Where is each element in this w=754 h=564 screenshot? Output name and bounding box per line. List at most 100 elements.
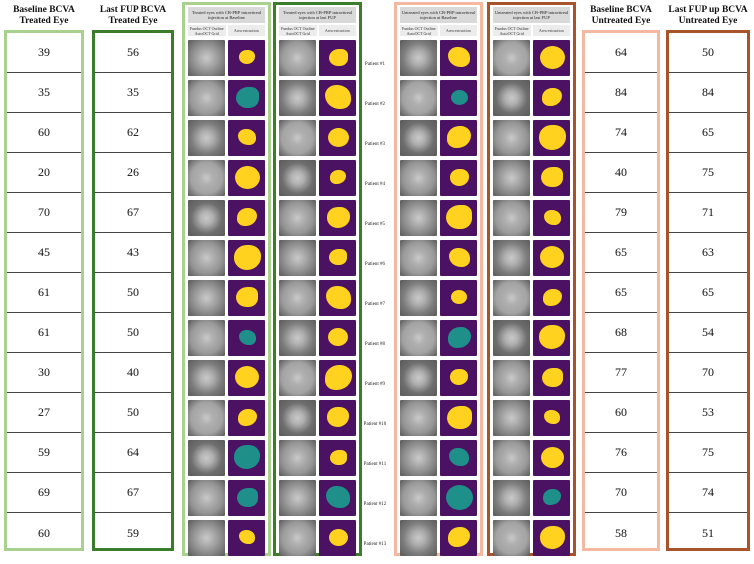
panel-subheader: Fundus OCT Outline AutoOCT Grid Area extr… — [188, 25, 265, 36]
lastfup-untreated-box: 50 84 65 75 71 63 65 54 70 53 75 74 51 — [666, 30, 750, 551]
lesion-area — [539, 525, 565, 549]
patient-label: Patient #2 — [364, 101, 386, 107]
lesion-area — [448, 47, 470, 67]
bcva-value-cell: 50 — [95, 313, 171, 353]
fundus-image — [400, 520, 437, 556]
bcva-value-cell: 20 — [7, 153, 81, 193]
image-pair — [400, 38, 477, 78]
area-mask-image — [440, 400, 477, 436]
bcva-value-cell: 64 — [95, 433, 171, 473]
lesion-area — [445, 484, 473, 510]
image-pair — [493, 38, 570, 78]
bcva-value-cell: 65 — [585, 233, 657, 273]
area-mask-image — [533, 80, 570, 116]
patient-label: Patient #8 — [364, 341, 386, 347]
bcva-value-cell: 39 — [7, 33, 81, 73]
bcva-value-cell: 40 — [585, 153, 657, 193]
bcva-value-cell: 60 — [585, 393, 657, 433]
area-mask-image — [228, 320, 265, 356]
lesion-area — [325, 285, 351, 309]
patient-label: Patient #13 — [363, 541, 387, 547]
image-pair — [279, 118, 356, 158]
fundus-image — [279, 200, 316, 236]
fundus-image — [400, 40, 437, 76]
bcva-value-cell: 60 — [38, 525, 50, 540]
lesion-area — [235, 366, 259, 388]
bcva-value-cell: 58 — [615, 525, 627, 540]
area-mask-image — [228, 40, 265, 76]
fundus-image — [279, 440, 316, 476]
fundus-image — [400, 320, 437, 356]
patient-label: Patient #6 — [364, 261, 386, 267]
bcva-value-cell: 70 — [669, 353, 747, 393]
lesion-area — [329, 249, 347, 265]
image-pair — [188, 398, 265, 438]
image-pair — [400, 398, 477, 438]
fundus-image — [400, 440, 437, 476]
bcva-value-cell: 68 — [585, 313, 657, 353]
area-mask-image — [533, 480, 570, 516]
area-mask-image — [533, 440, 570, 476]
bcva-value-cell: 65 — [669, 273, 747, 313]
lesion-area — [236, 487, 258, 507]
fundus-image — [279, 320, 316, 356]
area-mask-image — [440, 80, 477, 116]
patient-label: Patient #3 — [364, 141, 386, 147]
fundus-image — [188, 520, 225, 556]
fundus-image — [493, 440, 530, 476]
lesion-area — [234, 445, 260, 469]
lesion-area — [327, 127, 349, 147]
lesion-area — [446, 405, 472, 429]
lesion-area — [236, 287, 258, 307]
lesion-area — [447, 326, 471, 348]
image-pair — [400, 278, 477, 318]
image-pair — [493, 478, 570, 518]
area-mask-image — [319, 240, 356, 276]
image-pair — [279, 438, 356, 478]
fundus-image — [188, 320, 225, 356]
lesion-area — [450, 89, 468, 105]
lesion-area — [329, 449, 347, 465]
area-mask-image — [440, 160, 477, 196]
lesion-area — [448, 247, 470, 267]
area-mask-image — [533, 400, 570, 436]
image-pair — [188, 478, 265, 518]
image-pair — [493, 238, 570, 278]
lesion-area — [541, 367, 563, 387]
bcva-value-cell: 79 — [585, 193, 657, 233]
lesion-area — [449, 448, 469, 466]
fundus-image — [279, 160, 316, 196]
lesion-area — [328, 528, 348, 546]
panel-subheader: Fundus OCT Outline AutoOCT Grid Area extr… — [493, 25, 570, 36]
lesion-area — [541, 167, 563, 187]
lesion-area — [450, 369, 468, 385]
patient-label: Patient #12 — [363, 501, 387, 507]
area-mask-image — [533, 120, 570, 156]
fundus-image — [279, 400, 316, 436]
fundus-image — [400, 360, 437, 396]
image-pair — [279, 238, 356, 278]
image-pair — [493, 198, 570, 238]
bcva-value-cell: 35 — [7, 73, 81, 113]
area-extraction-label: Area extraction — [318, 25, 356, 36]
lastfup-treated-box: 56 35 62 26 67 43 50 50 40 50 64 67 59 — [92, 30, 174, 551]
bcva-value-cell: 50 — [669, 33, 747, 73]
image-pair — [493, 158, 570, 198]
area-mask-image — [440, 240, 477, 276]
image-pair — [400, 518, 477, 558]
area-mask-image — [319, 520, 356, 556]
image-pair — [400, 78, 477, 118]
lesion-area — [326, 206, 350, 228]
fundus-image — [188, 480, 225, 516]
image-pair — [279, 38, 356, 78]
lesion-area — [239, 530, 255, 544]
bcva-value-cell: 65 — [669, 113, 747, 153]
image-pair — [400, 438, 477, 478]
fundus-label: Fundus OCT Outline AutoOCT Grid — [188, 25, 226, 36]
lesion-area — [449, 168, 469, 186]
bcva-value-cell: 77 — [585, 353, 657, 393]
lesion-area — [237, 408, 257, 426]
area-mask-image — [440, 40, 477, 76]
lesion-area — [447, 126, 471, 148]
lesion-area — [324, 364, 352, 390]
